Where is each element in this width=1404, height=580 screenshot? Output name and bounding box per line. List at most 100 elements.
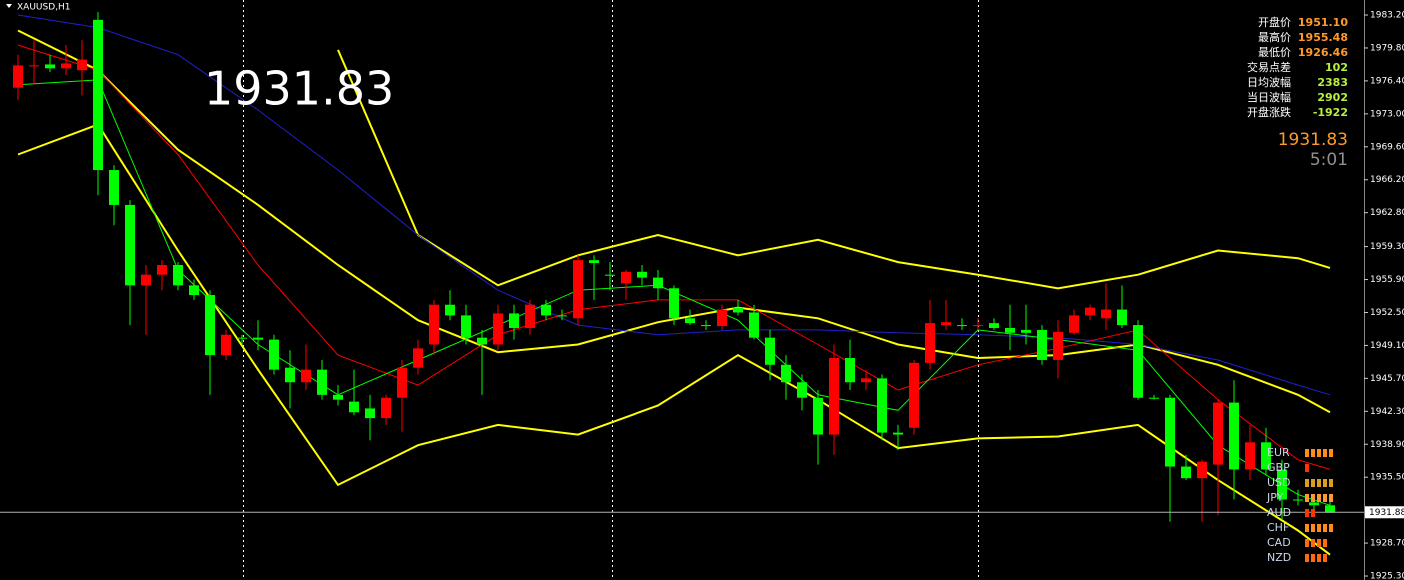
indicator-line (17, 14, 1331, 396)
strength-square (1311, 509, 1315, 517)
strength-square (1317, 479, 1321, 487)
candle-body (93, 19, 103, 171)
candle-body (1037, 329, 1047, 360)
candle-body (1293, 499, 1303, 501)
info-value: 1951.10 (1298, 16, 1348, 29)
candle-body (877, 378, 887, 433)
candle-body (189, 285, 199, 296)
candle-body (925, 323, 935, 363)
strength-square (1305, 449, 1309, 457)
y-tick-label: 1955.90 (1370, 275, 1404, 285)
strength-square (1323, 554, 1327, 562)
indicator-line (17, 123, 1331, 556)
info-label: 日均波幅 (1247, 76, 1291, 89)
strength-square (1317, 524, 1321, 532)
candle-body (973, 325, 983, 327)
candle-body (557, 315, 567, 317)
strength-square (1311, 494, 1315, 502)
currency-name: NZD (1267, 551, 1291, 564)
y-tick-label: 1928.70 (1370, 539, 1404, 549)
strength-square (1305, 554, 1309, 562)
candle-body (861, 378, 871, 383)
strength-square (1311, 524, 1315, 532)
candle-body (1213, 402, 1223, 465)
candle-body (1197, 461, 1207, 479)
candle-body (77, 59, 87, 71)
candle-body (1117, 309, 1127, 326)
strength-square (1305, 494, 1309, 502)
candle-body (253, 337, 263, 340)
countdown: 5:01 (1310, 150, 1348, 170)
chart-title: XAUUSD,H1 (17, 3, 71, 13)
strength-square (1317, 554, 1321, 562)
candle-body (941, 322, 951, 326)
strength-square (1323, 524, 1327, 532)
y-tick-label: 1966.20 (1370, 175, 1404, 185)
candle-body (1149, 397, 1159, 399)
y-tick-label: 1962.80 (1370, 208, 1404, 218)
price-line-box (1365, 506, 1404, 519)
currency-name: JPY (1266, 491, 1284, 504)
candle-body (1181, 466, 1191, 479)
strength-square (1305, 464, 1309, 472)
candle-body (637, 271, 647, 278)
candle-body (589, 260, 599, 264)
strength-square (1311, 449, 1315, 457)
candle-body (909, 362, 919, 428)
candle-body (461, 315, 471, 338)
candle-body (621, 271, 631, 284)
candle-body (173, 265, 183, 286)
candle-body (29, 65, 39, 67)
y-tick-label: 1949.10 (1370, 341, 1404, 351)
candle-body (45, 64, 55, 69)
info-value: 102 (1325, 61, 1348, 74)
candle-body (1325, 505, 1335, 513)
info-value: 1926.46 (1298, 46, 1348, 59)
info-value: 2902 (1317, 91, 1348, 104)
candle-body (1085, 307, 1095, 316)
candle-body (765, 337, 775, 365)
candle-body (797, 382, 807, 398)
strength-square (1323, 449, 1327, 457)
currency-name: CAD (1267, 536, 1291, 549)
info-label: 当日波幅 (1247, 90, 1291, 104)
candle-body (733, 307, 743, 313)
y-tick-label: 1942.30 (1370, 407, 1404, 417)
candle-body (397, 367, 407, 398)
candle-body (413, 348, 423, 368)
candle-body (845, 358, 855, 383)
candle-body (813, 397, 823, 435)
info-label: 最高价 (1258, 30, 1291, 44)
candle-body (669, 288, 679, 319)
candle-body (365, 408, 375, 419)
panel-price: 1931.83 (1278, 130, 1348, 150)
price-axis: 1983.20 1979.80 1976.40 1973.00 1969.60 1966.… (1364, 11, 1404, 580)
candle-body (1021, 329, 1031, 333)
candle-body (829, 358, 839, 435)
symbol-menu-arrow[interactable] (6, 4, 12, 8)
candle-body (157, 265, 167, 275)
y-tick-label: 1938.90 (1370, 440, 1404, 450)
candle-body (701, 325, 711, 327)
candle-body (493, 313, 503, 345)
candle-body (1165, 397, 1175, 467)
candle-body (1133, 325, 1143, 398)
candle-body (61, 63, 71, 69)
y-tick-label: 1925.30 (1370, 572, 1404, 580)
y-tick-label: 1973.00 (1370, 109, 1404, 119)
info-value: 1955.48 (1298, 31, 1348, 44)
strength-square (1323, 539, 1327, 547)
info-panel: 开盘价 1951.10 最高价 1955.48 最低价 1926.46 交易点差 102 日均波… (1247, 15, 1348, 119)
strength-square (1311, 554, 1315, 562)
currency-name: AUD (1267, 506, 1291, 519)
strength-square (1329, 479, 1333, 487)
indicator-line (17, 29, 1331, 414)
strength-square (1311, 479, 1315, 487)
candle-body (349, 401, 359, 413)
candle-body (205, 295, 215, 356)
candle-body (1005, 327, 1015, 333)
big-price: 1931.83 (204, 62, 394, 116)
indicator-line (17, 44, 1331, 470)
candle-body (429, 304, 439, 345)
strength-square (1329, 449, 1333, 457)
